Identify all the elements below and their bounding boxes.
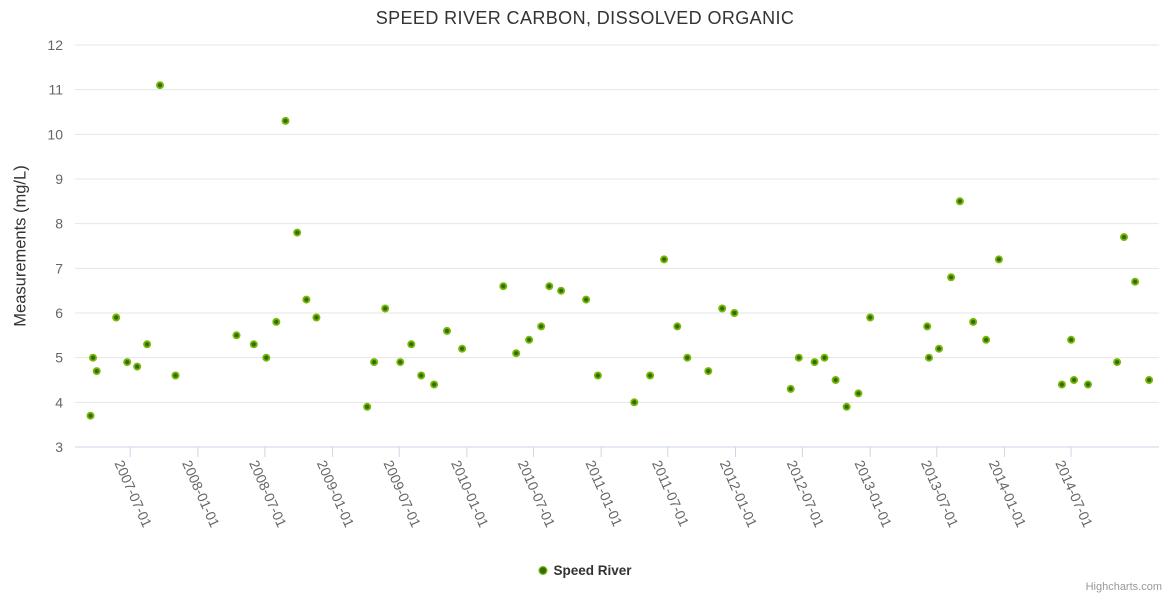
x-axis-tick-label: 2014-01-01 <box>986 458 1030 530</box>
data-point[interactable] <box>982 335 991 344</box>
chart-title: SPEED RIVER CARBON, DISSOLVED ORGANIC <box>375 8 795 28</box>
data-point[interactable] <box>512 349 521 358</box>
data-point[interactable] <box>112 313 121 322</box>
data-point[interactable] <box>810 358 819 367</box>
y-axis-tick-label: 9 <box>55 171 63 187</box>
data-point[interactable] <box>458 344 467 353</box>
data-point[interactable] <box>430 380 439 389</box>
data-point[interactable] <box>786 384 795 393</box>
data-point[interactable] <box>1070 376 1078 384</box>
data-point[interactable] <box>381 304 390 313</box>
x-axis-tick-label: 2012-01-01 <box>717 458 761 530</box>
data-point[interactable] <box>1084 380 1092 389</box>
data-point[interactable] <box>370 358 379 367</box>
data-point[interactable] <box>312 313 321 322</box>
data-point[interactable] <box>794 353 803 362</box>
data-point[interactable] <box>1057 380 1066 389</box>
x-axis-tick-label: 2010-07-01 <box>515 458 559 530</box>
data-point[interactable] <box>820 353 829 362</box>
data-point[interactable] <box>947 273 956 282</box>
data-point[interactable] <box>1067 335 1076 344</box>
data-point[interactable] <box>730 309 739 317</box>
x-axis-tick-label: 2012-07-01 <box>784 458 828 530</box>
x-axis-tick-label: 2008-01-01 <box>179 458 223 530</box>
data-point[interactable] <box>718 304 727 313</box>
legend-item-speed-river[interactable]: Speed River <box>538 563 632 578</box>
data-point[interactable] <box>994 255 1003 264</box>
x-axis-tick-label: 2009-07-01 <box>380 458 424 530</box>
data-point[interactable] <box>417 371 426 380</box>
legend-marker-icon <box>538 566 548 575</box>
data-point[interactable] <box>854 389 863 398</box>
data-point[interactable] <box>262 353 271 362</box>
data-point[interactable] <box>293 228 302 237</box>
data-point[interactable] <box>123 358 132 367</box>
data-point[interactable] <box>1120 233 1128 242</box>
y-axis-tick-label: 12 <box>47 37 63 53</box>
data-point[interactable] <box>396 358 405 367</box>
data-point[interactable] <box>582 295 591 304</box>
data-point[interactable] <box>537 322 546 331</box>
data-point[interactable] <box>143 340 152 349</box>
data-point[interactable] <box>969 317 978 326</box>
y-axis-tick-label: 5 <box>55 350 63 366</box>
data-point[interactable] <box>646 371 655 380</box>
x-axis-tick-label: 2007-07-01 <box>111 458 155 530</box>
data-point[interactable] <box>866 313 875 322</box>
data-point[interactable] <box>156 81 164 90</box>
data-point[interactable] <box>660 255 669 264</box>
data-point[interactable] <box>232 331 241 340</box>
data-point[interactable] <box>302 295 311 304</box>
data-point[interactable] <box>86 411 95 420</box>
data-point[interactable] <box>92 367 101 376</box>
data-point[interactable] <box>363 402 372 411</box>
data-point[interactable] <box>89 353 97 362</box>
data-point[interactable] <box>281 116 290 125</box>
data-point[interactable] <box>1131 277 1140 286</box>
data-point[interactable] <box>249 340 258 349</box>
data-point[interactable] <box>557 286 566 295</box>
y-axis-title: Measurements (mg/L) <box>11 165 30 327</box>
data-point[interactable] <box>171 371 180 380</box>
x-axis-tick-label: 2008-07-01 <box>246 458 290 530</box>
data-point[interactable] <box>923 322 932 331</box>
data-point[interactable] <box>545 282 554 291</box>
data-point[interactable] <box>842 402 851 411</box>
y-axis-tick-label: 3 <box>55 439 63 455</box>
x-axis-tick-label: 2009-01-01 <box>314 458 358 530</box>
y-axis-tick-label: 7 <box>55 260 63 276</box>
x-axis-tick-label: 2010-01-01 <box>448 458 492 530</box>
data-point[interactable] <box>272 317 281 326</box>
y-axis-tick-label: 8 <box>55 216 63 232</box>
data-point[interactable] <box>443 326 451 335</box>
data-point[interactable] <box>593 371 602 380</box>
data-point[interactable] <box>630 398 639 407</box>
data-point[interactable] <box>831 376 840 384</box>
data-point[interactable] <box>935 344 943 353</box>
x-axis-tick-label: 2013-01-01 <box>851 458 895 530</box>
y-axis-tick-label: 11 <box>48 82 63 98</box>
x-axis-tick-label: 2013-07-01 <box>918 458 962 530</box>
credits-link[interactable]: Highcharts.com <box>1085 581 1162 593</box>
legend-label: Speed River <box>553 563 632 578</box>
data-point[interactable] <box>704 367 713 376</box>
data-point[interactable] <box>925 353 933 362</box>
data-point[interactable] <box>1145 376 1154 384</box>
x-axis-tick-label: 2011-07-01 <box>649 458 692 529</box>
x-axis-tick-label: 2014-07-01 <box>1052 458 1096 530</box>
data-point[interactable] <box>133 362 142 371</box>
data-point[interactable] <box>525 335 534 344</box>
y-axis-tick-label: 10 <box>47 126 63 142</box>
data-point[interactable] <box>673 322 682 331</box>
y-axis-tick-label: 4 <box>55 394 63 410</box>
data-point[interactable] <box>407 340 416 349</box>
y-axis-tick-label: 6 <box>55 305 63 321</box>
data-point[interactable] <box>499 282 508 291</box>
data-point[interactable] <box>955 197 964 206</box>
data-point[interactable] <box>683 353 692 362</box>
data-point[interactable] <box>1113 358 1122 367</box>
x-axis-tick-label: 2011-01-01 <box>582 458 625 529</box>
